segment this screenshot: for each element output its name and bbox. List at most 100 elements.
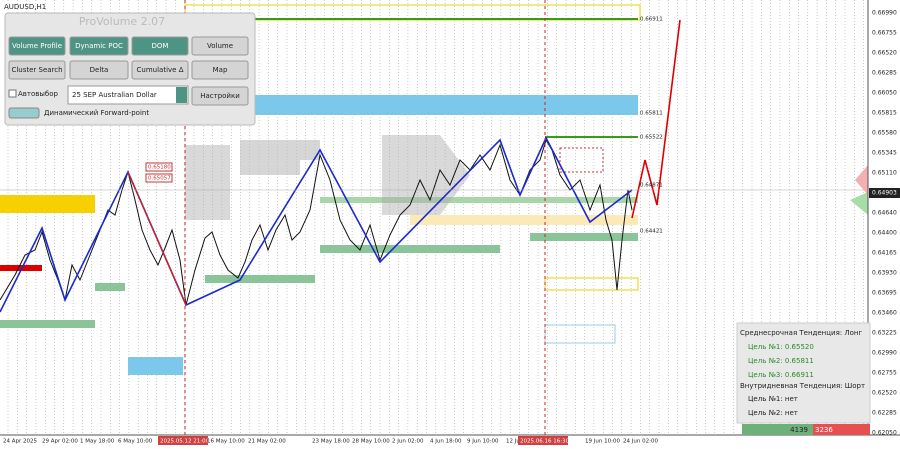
- price-label: 0.64400: [872, 230, 897, 237]
- panel-button[interactable]: [8, 60, 66, 80]
- symbol: AUDUSD,H1: [4, 3, 46, 11]
- zone: [95, 283, 125, 291]
- time-highlight: [158, 436, 208, 445]
- level-label: 0.65811: [640, 111, 663, 117]
- volume-profile: [240, 140, 320, 175]
- time-label: 16 May 10:00: [207, 439, 245, 445]
- time-label: 29 Apr 02:00: [42, 439, 78, 445]
- button-label[interactable]: Dynamic POC: [75, 42, 123, 50]
- price-label: 0.66050: [872, 90, 897, 97]
- sell-bar: [813, 424, 870, 435]
- toggle[interactable]: [8, 107, 40, 119]
- level-label: 0.65057: [148, 176, 171, 182]
- price-label: 0.62520: [872, 390, 897, 397]
- price-label: 0.64165: [872, 250, 897, 257]
- time-label: 28 May 10:00: [352, 439, 390, 445]
- panel-button[interactable]: [8, 36, 66, 56]
- settings-label[interactable]: Настройки: [200, 92, 240, 100]
- price-label: 0.66755: [872, 30, 897, 37]
- zone: [320, 245, 500, 253]
- time-label: 2025.06.16 16:30: [520, 439, 570, 445]
- price-label: 0.62285: [872, 410, 897, 417]
- select-arrow[interactable]: [176, 87, 187, 103]
- price-label: 0.63460: [872, 310, 897, 317]
- info-line: Цель №2: 0.65811: [748, 357, 814, 365]
- buy-count: 4139: [790, 426, 808, 434]
- time-label: 6 May 10:00: [118, 439, 153, 445]
- button-label[interactable]: Volume: [207, 42, 233, 50]
- projection: [127, 171, 187, 306]
- projection: [631, 19, 681, 219]
- price-axis: [868, 0, 900, 449]
- price-label: 0.65345: [872, 150, 897, 157]
- zigzag: [0, 136, 633, 313]
- zone: [559, 147, 604, 173]
- price-line: [0, 138, 633, 306]
- instrument-select[interactable]: [67, 85, 189, 105]
- button-label[interactable]: Cumulative Δ: [137, 66, 184, 74]
- price-label: 0.65110: [872, 170, 897, 177]
- price-label: 0.65815: [872, 110, 897, 117]
- time-label: 2025.05.12 21:00: [160, 439, 210, 445]
- toggle-label: Динамический Forward-point: [44, 109, 149, 117]
- price-label: 0.66990: [872, 10, 897, 17]
- zone: [128, 357, 183, 375]
- info-line: Внутридневная Тенденция: Шорт: [740, 382, 865, 390]
- time-label: 9 Jun 10:00: [467, 439, 499, 445]
- panel-button[interactable]: [131, 36, 189, 56]
- info-line: Среднесрочная Тенденция: Лонг: [740, 329, 862, 337]
- level-tag: [145, 173, 173, 183]
- buy-bar: [742, 424, 813, 435]
- panel-button[interactable]: [69, 60, 129, 80]
- zone: [0, 320, 95, 328]
- price-label: 0.64640: [872, 210, 897, 217]
- level-tag: [145, 162, 173, 172]
- price-label: 0.66520: [872, 50, 897, 57]
- button-label[interactable]: Map: [213, 66, 228, 74]
- time-label: 1 May 18:00: [80, 439, 115, 445]
- instrument: 25 SEP Australian Dollar: [72, 91, 157, 99]
- info-line: Цель №3: 0.66911: [748, 371, 814, 379]
- info-box: [736, 322, 871, 424]
- dom: [855, 165, 868, 195]
- zone: [320, 197, 638, 203]
- button-label[interactable]: DOM: [152, 42, 169, 50]
- time-label: 24 Jun 02:00: [623, 439, 658, 445]
- info-line: Цель №2: нет: [748, 409, 798, 417]
- panel-button[interactable]: [131, 60, 189, 80]
- button-label[interactable]: Cluster Search: [11, 66, 62, 74]
- level-label: 0.64871: [640, 183, 663, 189]
- level-label: 0.66911: [640, 17, 663, 23]
- settings-button[interactable]: [191, 86, 249, 106]
- level-label: 0.65180: [148, 165, 171, 171]
- time-label: 23 May 18:00: [312, 439, 350, 445]
- price-label: 0.66285: [872, 70, 897, 77]
- zone: [410, 215, 638, 225]
- panel-button[interactable]: [191, 60, 249, 80]
- zone: [0, 265, 42, 271]
- price-label: 0.63930: [872, 270, 897, 277]
- zone: [0, 195, 95, 213]
- panel-button[interactable]: [191, 36, 249, 56]
- level-label: 0.65522: [640, 135, 663, 141]
- price-label: 0.62990: [872, 350, 897, 357]
- panel-button[interactable]: [69, 36, 129, 56]
- time-label: 24 Apr 2025: [3, 439, 38, 445]
- button-label[interactable]: Delta: [90, 66, 109, 74]
- zone: [544, 324, 616, 344]
- info-line: Цель №1: нет: [748, 395, 798, 403]
- price-label: 0.63695: [872, 290, 897, 297]
- checkbox[interactable]: [8, 89, 17, 98]
- zone: [530, 233, 638, 241]
- price-label: 0.63225: [872, 330, 897, 337]
- zone: [255, 95, 638, 115]
- button-label[interactable]: Volume Profile: [12, 42, 62, 50]
- time-label: 19 Jun 10:00: [585, 439, 620, 445]
- checkbox-label: Автовыбор: [18, 90, 59, 98]
- volume-profile: [185, 145, 230, 220]
- time-label: 2 Jun 02:00: [392, 439, 424, 445]
- dom: [850, 192, 868, 215]
- price-label: 0.64903: [872, 190, 897, 197]
- price-label: 0.62050: [872, 430, 897, 437]
